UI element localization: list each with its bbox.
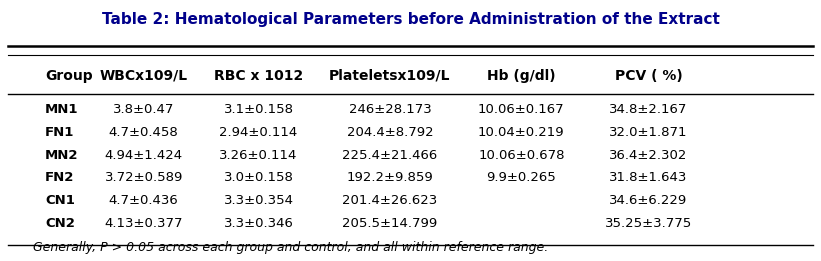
Text: 205.5±14.799: 205.5±14.799 — [342, 217, 438, 230]
Text: 4.94±1.424: 4.94±1.424 — [104, 149, 183, 162]
Text: CN1: CN1 — [45, 194, 75, 207]
Text: Hb (g/dl): Hb (g/dl) — [487, 69, 556, 83]
Text: 31.8±1.643: 31.8±1.643 — [609, 171, 688, 184]
Text: 36.4±2.302: 36.4±2.302 — [609, 149, 688, 162]
Text: 3.1±0.158: 3.1±0.158 — [223, 103, 294, 116]
Text: 3.8±0.47: 3.8±0.47 — [113, 103, 174, 116]
Text: Generally, P > 0.05 across each group and control, and all within reference rang: Generally, P > 0.05 across each group an… — [33, 241, 548, 254]
Text: FN1: FN1 — [45, 126, 75, 139]
Text: 3.0±0.158: 3.0±0.158 — [223, 171, 294, 184]
Text: PCV ( %): PCV ( %) — [615, 69, 682, 83]
Text: 246±28.173: 246±28.173 — [349, 103, 431, 116]
Text: 35.25±3.775: 35.25±3.775 — [605, 217, 692, 230]
Text: MN2: MN2 — [45, 149, 79, 162]
Text: 10.04±0.219: 10.04±0.219 — [478, 126, 565, 139]
Text: WBCx109/L: WBCx109/L — [99, 69, 188, 83]
Text: 225.4±21.466: 225.4±21.466 — [342, 149, 438, 162]
Text: Table 2: Hematological Parameters before Administration of the Extract: Table 2: Hematological Parameters before… — [102, 12, 719, 27]
Text: 34.6±6.229: 34.6±6.229 — [609, 194, 688, 207]
Text: 32.0±1.871: 32.0±1.871 — [609, 126, 688, 139]
Text: 192.2±9.859: 192.2±9.859 — [346, 171, 433, 184]
Text: 10.06±0.678: 10.06±0.678 — [478, 149, 565, 162]
Text: FN2: FN2 — [45, 171, 75, 184]
Text: 4.7±0.458: 4.7±0.458 — [109, 126, 178, 139]
Text: 4.13±0.377: 4.13±0.377 — [104, 217, 183, 230]
Text: Group: Group — [45, 69, 93, 83]
Text: MN1: MN1 — [45, 103, 79, 116]
Text: 3.3±0.346: 3.3±0.346 — [223, 217, 294, 230]
Text: 4.7±0.436: 4.7±0.436 — [109, 194, 178, 207]
Text: 2.94±0.114: 2.94±0.114 — [219, 126, 298, 139]
Text: 10.06±0.167: 10.06±0.167 — [478, 103, 565, 116]
Text: 9.9±0.265: 9.9±0.265 — [487, 171, 556, 184]
Text: 201.4±26.623: 201.4±26.623 — [342, 194, 438, 207]
Text: RBC x 1012: RBC x 1012 — [214, 69, 303, 83]
Text: 3.3±0.354: 3.3±0.354 — [223, 194, 294, 207]
Text: Plateletsx109/L: Plateletsx109/L — [329, 69, 451, 83]
Text: 34.8±2.167: 34.8±2.167 — [609, 103, 688, 116]
Text: CN2: CN2 — [45, 217, 75, 230]
Text: 3.72±0.589: 3.72±0.589 — [104, 171, 183, 184]
Text: 3.26±0.114: 3.26±0.114 — [219, 149, 298, 162]
Text: 204.4±8.792: 204.4±8.792 — [346, 126, 433, 139]
